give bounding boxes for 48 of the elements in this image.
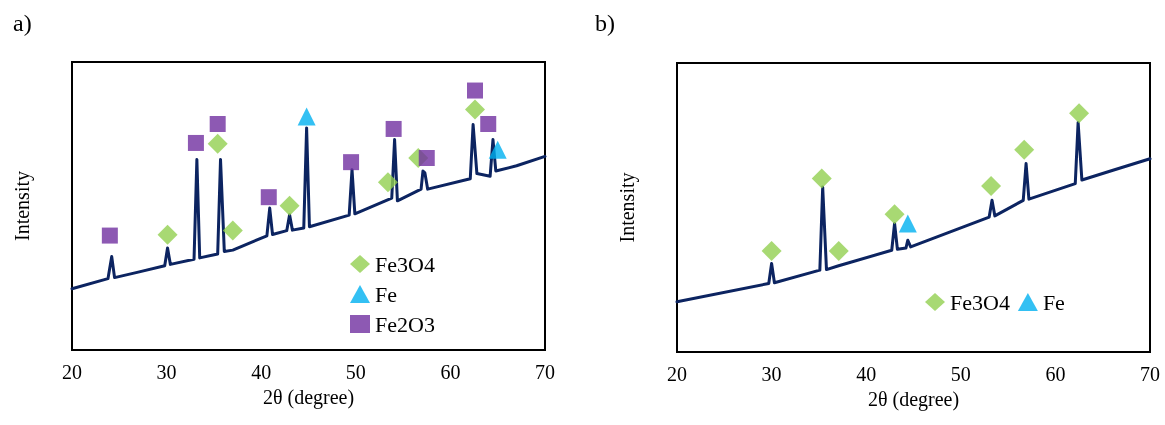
legend-label: Fe2O3 (375, 311, 435, 337)
point (898, 214, 917, 233)
point (418, 150, 435, 166)
point (385, 120, 402, 137)
point (377, 172, 398, 193)
point (981, 176, 1002, 196)
point (1069, 103, 1090, 124)
x-tick-label: 70 (535, 361, 555, 383)
x-axis-title: 2θ (degree) (262, 385, 355, 409)
y-axis-title: Intensity (11, 171, 34, 241)
x-tick-label: 60 (440, 361, 461, 383)
x-tick-label: 20 (62, 361, 82, 383)
point (297, 107, 316, 126)
point (207, 133, 228, 154)
chart-title: a) (13, 10, 32, 36)
x-axis-title: 2θ (degree) (867, 387, 960, 411)
x-tick-label: 60 (1045, 363, 1066, 385)
x-tick-label: 30 (156, 361, 177, 383)
chart-title: b) (595, 10, 615, 36)
legend-label: Fe3O4 (950, 289, 1010, 315)
point (187, 134, 204, 151)
point (1014, 139, 1035, 160)
point (488, 140, 507, 159)
y-axis-title: Intensity (616, 172, 639, 243)
x-tick-label: 70 (1140, 363, 1160, 385)
x-tick-label: 40 (856, 363, 877, 385)
legend-label: Fe (1042, 289, 1065, 315)
point (209, 116, 226, 133)
point (828, 240, 849, 261)
point (465, 99, 485, 120)
legend-label: Fe (375, 281, 397, 307)
point (811, 168, 832, 189)
x-tick-label: 50 (950, 363, 971, 385)
point (480, 116, 497, 133)
point (467, 82, 483, 99)
point (343, 154, 360, 171)
point (260, 189, 277, 206)
x-tick-label: 40 (251, 361, 272, 383)
point (279, 195, 300, 216)
point (884, 204, 905, 225)
x-tick-label: 20 (667, 363, 687, 385)
x-tick-label: 50 (345, 361, 366, 383)
point (222, 220, 243, 241)
point (157, 224, 178, 245)
point (761, 240, 782, 261)
legend-label: Fe3O4 (375, 251, 435, 277)
point (101, 227, 118, 244)
x-tick-label: 30 (761, 363, 782, 385)
